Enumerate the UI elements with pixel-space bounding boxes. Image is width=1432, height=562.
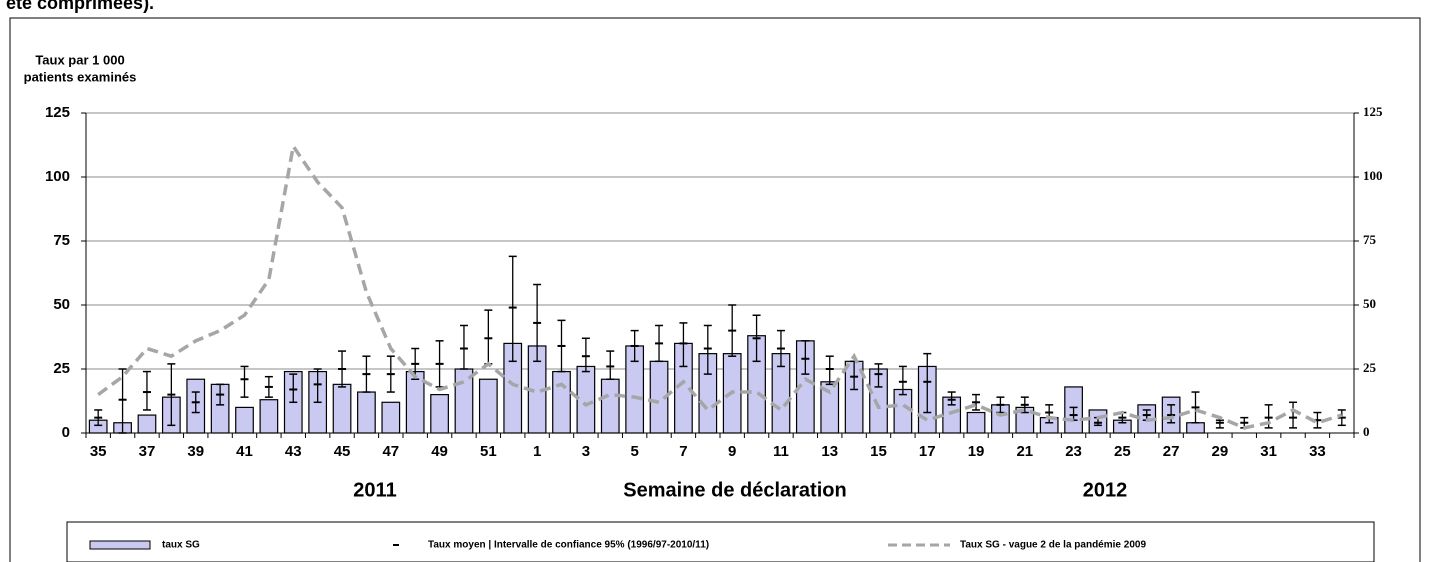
legend-box [66, 521, 1375, 562]
y-tick-label: 100 [45, 168, 70, 185]
y-tick-label: 125 [45, 104, 70, 121]
line [97, 141, 1343, 430]
y2-tick-label: 100 [1363, 168, 1383, 183]
x-tick-label: 47 [382, 443, 399, 460]
bar [332, 383, 352, 434]
x-tick-label: 3 [582, 443, 590, 460]
x-tick-label: 19 [968, 443, 985, 460]
x-tick-label: 49 [431, 443, 448, 460]
y-tick-label: 75 [53, 232, 70, 249]
legend-swatch [89, 540, 151, 550]
x-tick-label: 5 [630, 443, 638, 460]
y-axis-label: Taux par 1 000 [35, 52, 124, 67]
x-tick-label: 7 [679, 443, 687, 460]
bar [137, 414, 157, 434]
y-tick-label: 50 [53, 296, 70, 313]
x-tick-label: 37 [139, 443, 156, 460]
bar [430, 394, 449, 434]
x-tick-label: 27 [1163, 443, 1180, 460]
x-tick-label: 35 [90, 443, 107, 460]
x-tick-label: 31 [1260, 443, 1277, 460]
header-text: été comprimées). [6, 0, 154, 13]
bar [405, 370, 425, 434]
y-axis-label: patients examinés [24, 69, 137, 84]
x-tick-label: 51 [480, 443, 497, 460]
y2-tick-label: 50 [1363, 296, 1376, 311]
x-tick-label: 17 [919, 443, 936, 460]
bar [893, 388, 913, 434]
bar [478, 378, 498, 434]
x-tick-label: 9 [728, 443, 736, 460]
x-tick-label: 43 [285, 443, 302, 460]
x-tick-label: 45 [334, 443, 351, 460]
x-tick-label: 41 [236, 443, 253, 460]
bar [259, 399, 279, 434]
x-tick-label: 23 [1065, 443, 1082, 460]
bar [576, 365, 596, 434]
bar [966, 411, 986, 434]
legend-label: taux SG [162, 540, 200, 551]
x-tick-label: 25 [1114, 443, 1131, 460]
year-label: 2012 [1083, 479, 1128, 501]
x-tick-label: 11 [773, 443, 789, 460]
bar [552, 370, 571, 434]
y-tick-label: 0 [62, 424, 70, 441]
y2-tick-label: 25 [1363, 360, 1377, 375]
bar [357, 391, 376, 434]
x-tick-label: 1 [533, 443, 541, 460]
x-tick-label: 21 [1016, 443, 1033, 460]
legend-label: Taux SG - vague 2 de la pandémie 2009 [960, 540, 1146, 551]
y2-tick-label: 125 [1363, 104, 1383, 119]
frame [9, 17, 1421, 562]
bar [235, 406, 254, 434]
x-axis-label: Semaine de déclaration [623, 479, 846, 501]
y2-tick-label: 0 [1363, 424, 1370, 439]
year-label: 2011 [353, 479, 396, 501]
x-tick-label: 33 [1309, 443, 1326, 460]
x-tick-label: 39 [187, 443, 204, 460]
bar [381, 401, 401, 434]
legend-label: Taux moyen | Intervalle de confiance 95%… [428, 540, 709, 551]
x-tick-label: 13 [821, 443, 838, 460]
x-tick-label: 29 [1212, 443, 1229, 460]
y-tick-label: 25 [53, 360, 70, 377]
bar [1186, 422, 1205, 434]
y2-tick-label: 75 [1363, 232, 1377, 247]
x-tick-label: 15 [870, 443, 887, 460]
bar [600, 378, 620, 434]
